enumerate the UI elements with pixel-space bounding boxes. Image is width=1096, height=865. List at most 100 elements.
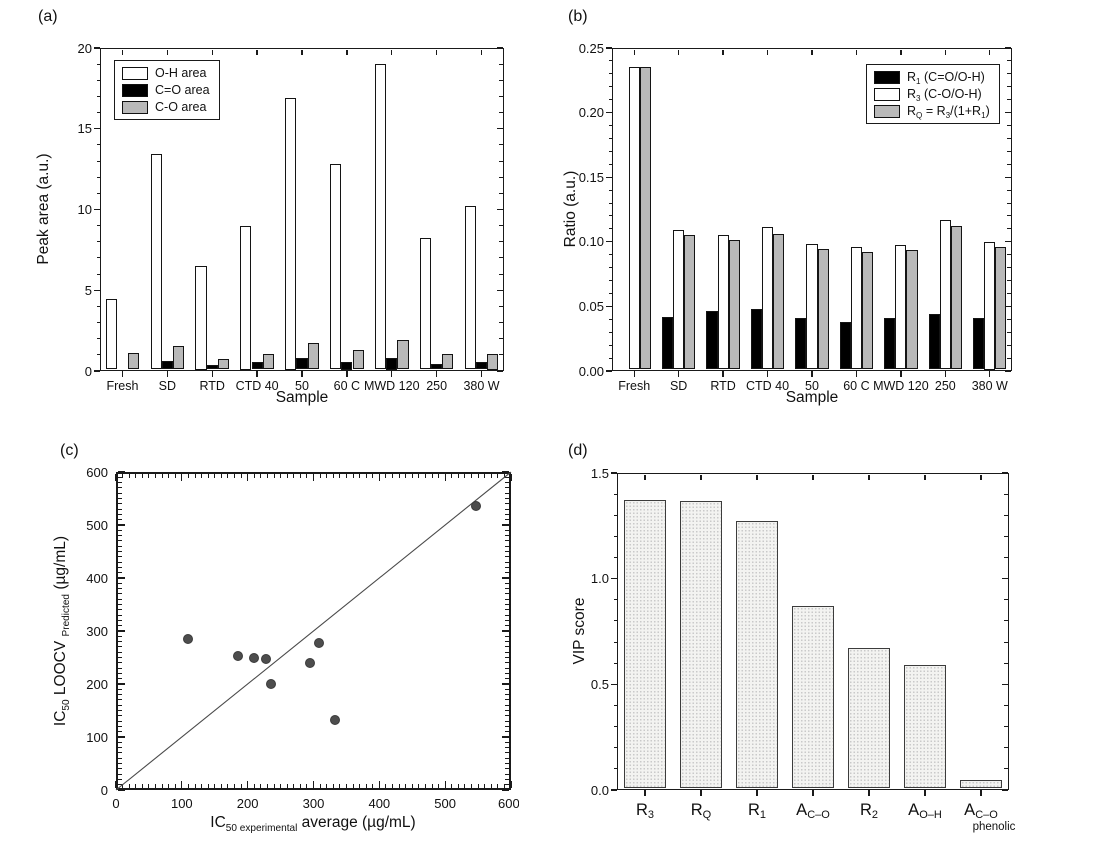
tick [499, 241, 503, 243]
tick [247, 781, 249, 788]
legend-swatch [874, 104, 900, 118]
tick [611, 578, 617, 580]
tick [256, 371, 258, 377]
tick [613, 514, 617, 516]
tick [1007, 254, 1011, 256]
label-text: Sample [275, 389, 329, 406]
tick [499, 144, 503, 146]
tick [678, 371, 680, 377]
label-text: R [907, 70, 917, 84]
label-subscript: 3 [647, 809, 655, 822]
scatter-point [266, 679, 277, 689]
tick [166, 49, 168, 55]
y-tick-label: 1.0 [590, 571, 609, 587]
tick [168, 474, 170, 478]
label-text: Sample [785, 389, 839, 406]
legend-label: R3 (C-O/O-H) [907, 87, 982, 103]
tick [868, 790, 870, 796]
tick [339, 784, 341, 788]
tick [944, 371, 946, 377]
tick [118, 471, 125, 473]
tick [411, 784, 413, 788]
tick [1007, 86, 1011, 88]
tick [499, 95, 503, 97]
label-text: /(1+R [950, 104, 982, 118]
tick [161, 784, 163, 788]
label-text: LOOCV [52, 636, 69, 700]
panel-label-b: (b) [568, 8, 588, 25]
bar [150, 154, 162, 370]
tick [1007, 125, 1011, 127]
tick [510, 474, 512, 481]
y-tick-label: 0.00 [578, 363, 604, 379]
tick [392, 784, 393, 788]
tick [118, 604, 122, 605]
tick [168, 784, 170, 788]
tick [1004, 557, 1008, 559]
tick [240, 474, 242, 478]
x-category-label: SD [158, 379, 177, 393]
tick [118, 561, 122, 563]
tick [812, 474, 814, 480]
tick [118, 630, 125, 632]
tick [980, 790, 982, 796]
y-tick-label: 0.20 [578, 105, 604, 121]
bar [728, 240, 740, 370]
bar [161, 360, 173, 370]
tick [451, 784, 453, 788]
legend-swatch [874, 87, 900, 101]
x-category-label: AC–O [758, 801, 868, 821]
x-category-label: AO–H [870, 801, 980, 821]
x-category-label: RQ [646, 801, 756, 821]
tick [118, 662, 122, 664]
legend-swatch [122, 83, 148, 97]
tick [141, 784, 143, 788]
tick [1007, 202, 1011, 204]
tick [1007, 331, 1011, 333]
tick [505, 498, 509, 499]
tick [608, 73, 612, 75]
tick [118, 503, 122, 505]
tick [924, 474, 926, 480]
tick [118, 566, 122, 568]
label-text: Peak area (a.u.) [35, 153, 52, 265]
scatter-point [304, 657, 315, 668]
tick [496, 128, 503, 130]
panel-label-c: (c) [60, 442, 79, 459]
tick [118, 731, 122, 733]
legend-label: O-H area [155, 66, 206, 80]
tick [811, 49, 813, 55]
bar [903, 664, 947, 789]
tick [220, 474, 222, 478]
tick [608, 99, 612, 101]
tick [722, 49, 724, 55]
tick [128, 474, 130, 478]
label-subscript: 1 [916, 76, 921, 86]
y-axis-title: IC50 LOOCV Predicted (µg/mL) [52, 461, 72, 801]
tick [980, 474, 982, 480]
tick [505, 757, 509, 759]
scatter-point [471, 501, 482, 512]
tick [118, 598, 122, 600]
label-text: A [796, 801, 808, 819]
tick [118, 625, 122, 627]
tick [431, 784, 433, 788]
tick [94, 289, 100, 291]
tick [499, 79, 503, 81]
legend-label: RQ = R3/(1+R1) [907, 104, 990, 120]
legend-entry: O-H area [122, 66, 210, 80]
bar [639, 67, 651, 370]
bar [475, 362, 488, 370]
label-text: R [907, 104, 917, 118]
bar [995, 246, 1007, 370]
tick [96, 305, 100, 307]
panel-label-d: (d) [568, 442, 588, 459]
tick [611, 789, 617, 791]
bar [623, 499, 667, 789]
tick [118, 540, 122, 542]
tick [924, 790, 926, 796]
tick [499, 322, 503, 324]
tick [118, 513, 122, 515]
tick [502, 577, 509, 579]
tick [484, 784, 486, 788]
